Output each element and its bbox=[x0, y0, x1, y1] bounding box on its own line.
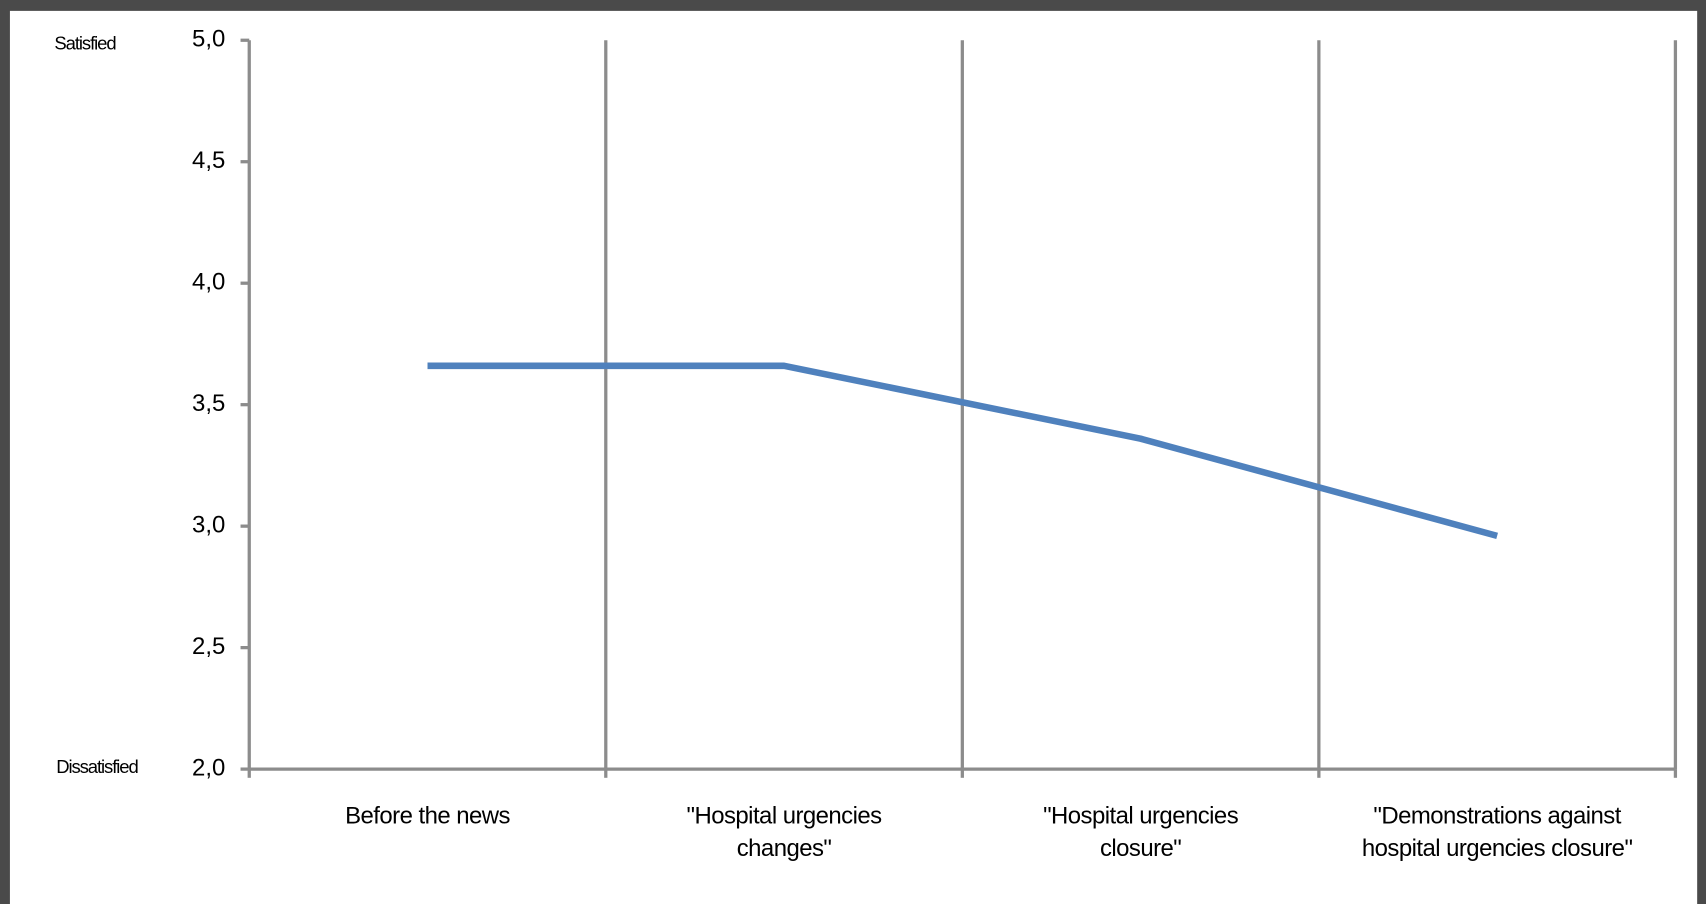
y-tick-label: 2,0 bbox=[192, 754, 225, 781]
y-tick-label: 3,0 bbox=[192, 511, 225, 538]
y-tick-label: 4,0 bbox=[192, 269, 225, 296]
x-tick-label: "Demonstrations against hospital urgenci… bbox=[1361, 801, 1633, 862]
plot-background bbox=[9, 10, 1698, 904]
annotation: Satisfied bbox=[54, 32, 116, 53]
x-tick-label: "Hospital urgencies changes" bbox=[686, 801, 883, 862]
x-tick-label-box: "Hospital urgencies changes" bbox=[686, 801, 883, 862]
x-tick-label: "Hospital urgencies closure" bbox=[1043, 801, 1239, 862]
x-tick-label: Before the news bbox=[345, 801, 510, 829]
y-tick-label: 4,5 bbox=[192, 147, 225, 174]
x-tick-label-box: "Demonstrations against hospital urgenci… bbox=[1361, 801, 1633, 862]
x-tick-label-box: "Hospital urgencies closure" bbox=[1043, 801, 1239, 862]
data-line bbox=[427, 362, 1498, 540]
x-tick-label-box: Before the news bbox=[345, 801, 510, 829]
y-tick-label: 2,5 bbox=[192, 633, 225, 660]
annotation: Dissatisfied bbox=[56, 756, 138, 777]
y-tick-label: 3,5 bbox=[192, 390, 225, 417]
y-tick-label: 5,0 bbox=[192, 26, 225, 53]
